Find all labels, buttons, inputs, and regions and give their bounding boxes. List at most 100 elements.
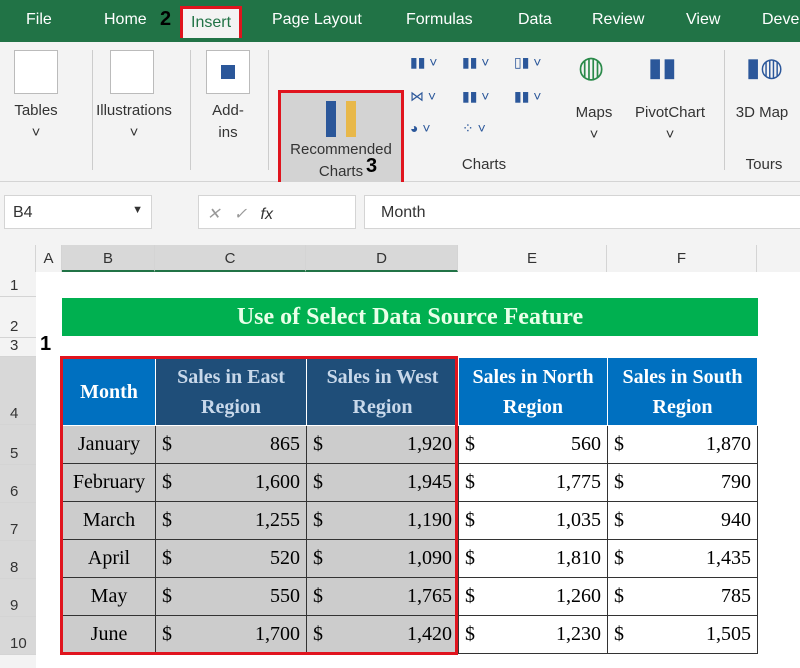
table-cell[interactable]: $1,700 [155, 615, 307, 654]
table-row: April $520 $1,090 $1,810 $1,435 [62, 539, 758, 578]
table-cell[interactable]: January [62, 425, 156, 464]
tab-page-layout[interactable]: Page Layout [272, 11, 362, 28]
cell-value: 1,090 [407, 547, 452, 569]
table-cell[interactable]: $1,420 [306, 615, 459, 654]
currency-symbol: $ [162, 623, 172, 645]
recommended-charts-button[interactable]: Recommended Charts [278, 90, 404, 192]
table-cell[interactable]: $1,260 [458, 577, 608, 616]
cell-value: 520 [270, 547, 300, 569]
row-header-5[interactable]: 5 [0, 425, 36, 465]
row-header-2[interactable]: 2 [0, 297, 36, 338]
table-cell[interactable]: $1,230 [458, 615, 608, 654]
formula-input[interactable]: Month [364, 195, 800, 229]
table-cell[interactable]: $1,775 [458, 463, 608, 502]
sheet-title: Use of Select Data Source Feature [62, 298, 758, 336]
insert-function-button[interactable]: fx [260, 206, 273, 223]
cell-value: 1,230 [556, 623, 601, 645]
tab-review[interactable]: Review [592, 11, 645, 28]
currency-symbol: $ [614, 585, 624, 607]
line-chart-button[interactable]: ⋈ ˅ [410, 88, 437, 104]
row-header-1[interactable]: 1 [0, 272, 36, 297]
table-cell[interactable]: $865 [155, 425, 307, 464]
table-cell[interactable]: May [62, 577, 156, 616]
cancel-icon[interactable]: ✕ [207, 206, 221, 223]
tab-view[interactable]: View [686, 11, 721, 28]
currency-symbol: $ [313, 623, 323, 645]
table-cell[interactable]: $1,920 [306, 425, 459, 464]
table-cell[interactable]: $1,035 [458, 501, 608, 540]
column-header-C[interactable]: C [155, 245, 306, 272]
3d-map-icon: ▮◍ [746, 52, 783, 82]
table-cell[interactable]: March [62, 501, 156, 540]
column-header-F[interactable]: F [607, 245, 757, 272]
waterfall-chart-button[interactable]: ▯▮ ˅ [514, 54, 542, 70]
table-cell[interactable]: $1,765 [306, 577, 459, 616]
table-cell[interactable]: $1,945 [306, 463, 459, 502]
cell-value: 940 [721, 509, 751, 531]
table-header: Sales in East Region [155, 357, 307, 426]
currency-symbol: $ [313, 547, 323, 569]
table-cell[interactable]: $1,435 [607, 539, 758, 578]
pie-chart-button[interactable]: ◕ ˅ [410, 120, 431, 136]
table-cell[interactable]: $560 [458, 425, 608, 464]
tab-insert[interactable]: Insert [180, 6, 243, 38]
table-cell[interactable]: $1,810 [458, 539, 608, 578]
tab-formulas[interactable]: Formulas [406, 11, 473, 28]
row-header-10[interactable]: 10 [0, 617, 36, 655]
currency-symbol: $ [465, 547, 475, 569]
table-cell[interactable]: $1,190 [306, 501, 459, 540]
table-cell[interactable]: $1,090 [306, 539, 459, 578]
scatter-chart-button[interactable]: ⁘ ˅ [462, 120, 486, 136]
table-header: Month [62, 357, 156, 426]
table-cell[interactable]: $520 [155, 539, 307, 578]
row-header-9[interactable]: 9 [0, 579, 36, 617]
table-cell[interactable]: $785 [607, 577, 758, 616]
row-header-4[interactable]: 4 [0, 357, 36, 425]
cell-value: 785 [721, 585, 751, 607]
row-header-6[interactable]: 6 [0, 465, 36, 503]
pivotchart-button[interactable]: PivotChart ˅ [634, 104, 706, 143]
column-header-A[interactable]: A [36, 245, 62, 272]
currency-symbol: $ [313, 509, 323, 531]
row-header-8[interactable]: 8 [0, 541, 36, 579]
column-header-B[interactable]: B [62, 245, 155, 272]
tab-file[interactable]: File [26, 11, 52, 28]
name-box[interactable]: B4 ▼ [4, 195, 152, 229]
column-header-D[interactable]: D [306, 245, 458, 272]
step-3-label: 3 [366, 155, 378, 177]
hierarchy-chart-button[interactable]: ▮▮ ˅ [462, 54, 490, 70]
cell-value: 1,435 [706, 547, 751, 569]
table-cell[interactable]: April [62, 539, 156, 578]
select-all-button[interactable] [0, 245, 36, 272]
tables-button[interactable]: Tables ˅ [14, 102, 58, 141]
cell-value: 1,945 [407, 471, 452, 493]
table-cell[interactable]: $940 [607, 501, 758, 540]
tab-data[interactable]: Data [518, 11, 552, 28]
column-chart-button[interactable]: ▮▮ ˅ [410, 54, 438, 70]
table-cell[interactable]: $1,505 [607, 615, 758, 654]
row-header-7[interactable]: 7 [0, 503, 36, 541]
cell-value: 865 [270, 433, 300, 455]
tab-home[interactable]: Home [104, 11, 147, 28]
table-cell[interactable]: $1,255 [155, 501, 307, 540]
table-cell[interactable]: $550 [155, 577, 307, 616]
table-cell[interactable]: June [62, 615, 156, 654]
combo-chart-button[interactable]: ▮▮ ˅ [514, 88, 542, 104]
illustrations-button[interactable]: Illustrations ˅ [96, 102, 172, 141]
table-cell[interactable]: February [62, 463, 156, 502]
currency-symbol: $ [614, 433, 624, 455]
currency-symbol: $ [465, 433, 475, 455]
enter-icon[interactable]: ✓ [233, 206, 248, 223]
tab-deve[interactable]: Deve [762, 11, 800, 28]
column-header-E[interactable]: E [458, 245, 607, 272]
table-cell[interactable]: $1,600 [155, 463, 307, 502]
maps-button[interactable]: Maps ˅ [575, 104, 613, 143]
table-cell[interactable]: $790 [607, 463, 758, 502]
currency-symbol: $ [465, 623, 475, 645]
3d-map-button[interactable]: 3D Map [735, 104, 789, 121]
statistic-chart-button[interactable]: ▮▮ ˅ [462, 88, 490, 104]
cell-value: 560 [571, 433, 601, 455]
row-header-3[interactable]: 3 [0, 337, 36, 357]
table-cell[interactable]: $1,870 [607, 425, 758, 464]
addins-button[interactable]: Add- ins [212, 102, 244, 141]
